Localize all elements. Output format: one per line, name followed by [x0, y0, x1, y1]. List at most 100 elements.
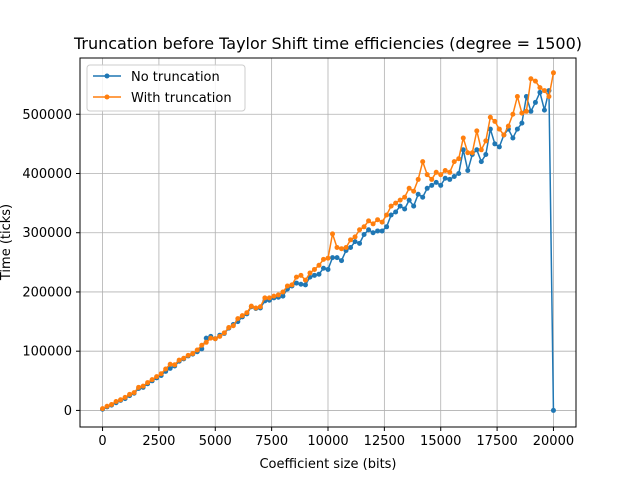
- data-point-with-truncation: [217, 333, 223, 339]
- data-point-with-truncation: [145, 380, 151, 386]
- data-point-with-truncation: [127, 391, 133, 397]
- data-point-with-truncation: [158, 371, 164, 377]
- data-point-no-truncation: [361, 232, 367, 237]
- data-point-no-truncation: [357, 240, 363, 246]
- data-point-with-truncation: [388, 203, 394, 209]
- data-point-no-truncation: [384, 224, 390, 230]
- data-point-no-truncation: [492, 141, 498, 147]
- data-point-with-truncation: [181, 355, 187, 361]
- data-point-no-truncation: [379, 228, 385, 234]
- x-tick-label: 15000: [420, 434, 461, 449]
- data-point-with-truncation: [361, 224, 367, 230]
- data-point-with-truncation: [451, 159, 457, 165]
- data-point-no-truncation: [478, 159, 484, 165]
- axis-ticks: 0 2500 5000 7500 10000 12500 15000 17500 2000001…: [22, 108, 574, 449]
- data-point-no-truncation: [316, 271, 322, 277]
- y-axis-label: Time (ticks): [0, 204, 14, 281]
- data-point-no-truncation: [352, 239, 358, 245]
- data-point-with-truncation: [348, 237, 354, 243]
- y-tick-label: 500000: [22, 108, 72, 123]
- data-point-no-truncation: [537, 89, 543, 95]
- data-point-with-truncation: [280, 289, 286, 295]
- data-point-with-truncation: [248, 303, 254, 309]
- legend-marker-no-truncation: [104, 73, 110, 79]
- x-tick-label: 5000: [199, 434, 232, 449]
- data-point-with-truncation: [456, 156, 462, 162]
- data-point-with-truncation: [118, 397, 124, 403]
- data-point-with-truncation: [352, 234, 358, 240]
- data-point-no-truncation: [397, 203, 403, 209]
- data-point-no-truncation: [465, 168, 471, 174]
- data-point-with-truncation: [424, 172, 430, 178]
- data-point-with-truncation: [307, 270, 313, 276]
- data-point-with-truncation: [208, 335, 214, 341]
- data-point-with-truncation: [203, 339, 209, 345]
- data-point-no-truncation: [298, 281, 304, 287]
- data-point-no-truncation: [460, 147, 466, 153]
- data-point-with-truncation: [357, 227, 363, 233]
- data-point-with-truncation: [519, 110, 525, 116]
- data-point-no-truncation: [510, 135, 516, 141]
- data-point-with-truncation: [167, 361, 173, 367]
- legend-marker-with-truncation: [104, 94, 110, 100]
- data-point-with-truncation: [293, 274, 299, 280]
- data-point-no-truncation: [167, 365, 173, 371]
- data-point-with-truncation: [501, 132, 507, 138]
- data-point-no-truncation: [420, 194, 426, 200]
- data-point-no-truncation: [370, 230, 376, 236]
- data-point-with-truncation: [325, 255, 331, 261]
- data-point-no-truncation: [406, 197, 412, 203]
- data-point-with-truncation: [271, 293, 277, 299]
- data-point-with-truncation: [478, 147, 484, 153]
- data-point-with-truncation: [320, 256, 326, 262]
- data-point-with-truncation: [343, 245, 349, 251]
- data-point-no-truncation: [429, 182, 435, 188]
- data-point-no-truncation: [483, 152, 489, 158]
- data-point-with-truncation: [370, 221, 376, 227]
- data-point-with-truncation: [212, 336, 218, 342]
- data-point-no-truncation: [442, 175, 448, 181]
- data-point-with-truncation: [257, 304, 263, 310]
- data-point-with-truncation: [239, 313, 245, 319]
- data-point-with-truncation: [469, 150, 475, 156]
- data-point-with-truncation: [393, 200, 399, 206]
- data-point-with-truncation: [316, 262, 322, 268]
- legend-label-no-truncation: No truncation: [131, 70, 220, 85]
- data-point-with-truncation: [474, 128, 480, 134]
- data-point-no-truncation: [451, 173, 457, 179]
- legend: No truncation With truncation: [86, 64, 246, 112]
- data-point-no-truncation: [393, 209, 399, 215]
- data-point-with-truncation: [447, 169, 453, 175]
- x-tick-label: 12500: [364, 434, 405, 449]
- data-point-with-truncation: [172, 362, 178, 368]
- data-point-with-truncation: [514, 94, 520, 99]
- data-point-with-truncation: [546, 94, 552, 99]
- legend-label-with-truncation: With truncation: [131, 91, 232, 106]
- data-point-with-truncation: [411, 188, 417, 194]
- data-point-with-truncation: [311, 266, 317, 272]
- y-tick-label: 0: [64, 404, 72, 419]
- x-tick-label: 10000: [307, 434, 348, 449]
- data-point-with-truncation: [253, 305, 259, 311]
- data-point-with-truncation: [221, 330, 227, 336]
- data-point-with-truncation: [154, 374, 160, 380]
- data-point-with-truncation: [140, 383, 146, 389]
- grid-lines: [80, 58, 576, 427]
- x-tick-label: 2500: [142, 434, 175, 449]
- data-point-with-truncation: [122, 394, 128, 400]
- legend-box: [86, 64, 246, 112]
- series-layer: [100, 70, 556, 413]
- data-point-with-truncation: [415, 176, 421, 182]
- x-axis-label: Coefficient size (bits): [259, 457, 396, 472]
- data-point-no-truncation: [402, 206, 408, 212]
- data-point-no-truncation: [487, 126, 493, 132]
- x-tick-label: 20000: [533, 434, 574, 449]
- data-point-with-truncation: [510, 111, 516, 117]
- data-point-no-truncation: [325, 266, 331, 272]
- data-point-with-truncation: [487, 114, 493, 120]
- data-point-with-truncation: [199, 342, 205, 348]
- data-point-with-truncation: [384, 212, 390, 218]
- data-point-no-truncation: [348, 245, 354, 251]
